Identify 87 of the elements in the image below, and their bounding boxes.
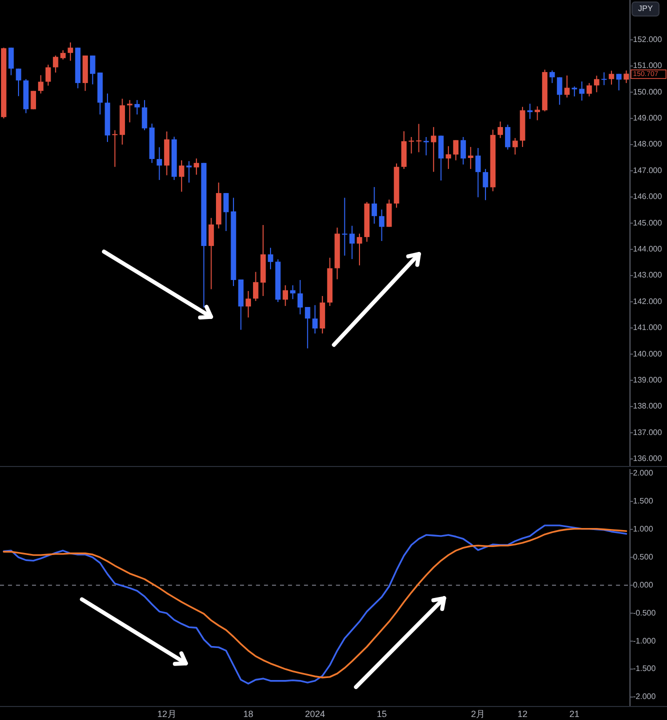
candlestick	[112, 130, 118, 168]
candlestick	[208, 217, 214, 290]
x-tick-label: 2月	[471, 709, 486, 719]
candlestick	[550, 70, 555, 84]
y-tick-label: 139.000	[633, 375, 662, 384]
candlestick	[616, 73, 622, 91]
candlestick	[564, 74, 570, 98]
y-tick-label: 147.000	[633, 166, 662, 175]
candlestick	[312, 304, 318, 334]
candlestick	[408, 136, 414, 154]
y-tick-label: 151.000	[633, 61, 662, 70]
candlestick	[90, 55, 96, 85]
x-tick-label: 18	[243, 709, 254, 719]
y-tick-label: 137.000	[633, 428, 662, 437]
y-axis-title: JPY	[638, 4, 654, 14]
y-tick-label: 0.000	[633, 580, 654, 590]
y-tick-label: 152.000	[633, 34, 662, 44]
candlestick	[304, 306, 310, 349]
candlestick	[38, 74, 44, 94]
candlestick	[16, 68, 22, 97]
x-tick-label: 15	[376, 709, 387, 719]
candlestick	[178, 160, 184, 192]
candlestick	[246, 290, 251, 318]
candlestick	[468, 146, 474, 170]
candlestick	[356, 233, 362, 266]
y-tick-label: 144.000	[633, 244, 662, 254]
candlestick	[498, 121, 503, 139]
candlestick	[601, 72, 607, 86]
candlestick	[572, 86, 578, 97]
candlestick	[142, 100, 148, 131]
candlestick	[512, 138, 518, 156]
x-tick-label: 2024	[304, 709, 326, 719]
y-tick-label: 0.500	[633, 552, 654, 562]
y-tick-label: 140.000	[633, 349, 662, 358]
y-tick-label: 141.000	[633, 323, 662, 332]
candlestick	[430, 126, 436, 172]
candlestick	[127, 100, 132, 123]
candlestick	[68, 42, 74, 62]
candlestick	[268, 247, 274, 270]
candlestick	[453, 140, 458, 161]
candlestick	[253, 271, 258, 302]
candlestick	[460, 136, 466, 165]
y-tick-label: 149.000	[633, 114, 662, 123]
y-tick-label: -0.500	[633, 608, 656, 618]
candlestick	[223, 192, 229, 232]
candlestick	[186, 160, 192, 184]
candlestick	[52, 55, 58, 74]
candlestick	[556, 76, 562, 106]
candlestick	[46, 64, 51, 86]
candlestick	[475, 148, 481, 198]
candlestick	[349, 225, 355, 260]
x-tick-label: 12	[518, 709, 528, 719]
candlestick	[282, 284, 288, 306]
candlestick	[438, 135, 444, 181]
candlestick	[416, 123, 422, 153]
candlestick	[386, 199, 392, 228]
y-tick-label: 1.500	[633, 496, 654, 506]
candlestick	[594, 75, 600, 93]
candlestick	[379, 209, 384, 242]
x-tick-label: 21	[569, 709, 580, 719]
y-tick-label: 138.000	[633, 402, 662, 411]
y-tick-label: -1.000	[633, 636, 656, 646]
x-tick-label: 12月	[157, 709, 176, 719]
y-tick-label: -1.500	[633, 664, 656, 674]
y-tick-label: 2.000	[633, 468, 654, 478]
candlestick	[446, 146, 452, 170]
candlestick	[579, 80, 584, 102]
y-tick-label: 143.000	[633, 270, 662, 280]
candlestick	[156, 146, 162, 180]
candlestick	[194, 158, 200, 176]
y-tick-label: 142.000	[633, 296, 662, 306]
candlestick	[505, 124, 510, 150]
y-tick-label: 146.000	[633, 192, 662, 202]
candlestick	[482, 168, 488, 201]
y-tick-label: -2.000	[633, 692, 656, 702]
candlestick	[8, 47, 14, 76]
y-tick-label: 145.000	[633, 218, 662, 228]
candlestick	[372, 186, 377, 224]
y-tick-label: 150.000	[633, 87, 662, 96]
candlestick	[586, 82, 592, 97]
candlestick	[342, 197, 348, 256]
y-tick-label: 1.000	[633, 524, 654, 534]
candlestick	[298, 280, 303, 315]
candlestick	[290, 284, 296, 300]
candlestick	[134, 100, 140, 115]
y-tick-label: 136.000	[633, 454, 662, 464]
y-tick-label: 148.000	[633, 140, 662, 149]
